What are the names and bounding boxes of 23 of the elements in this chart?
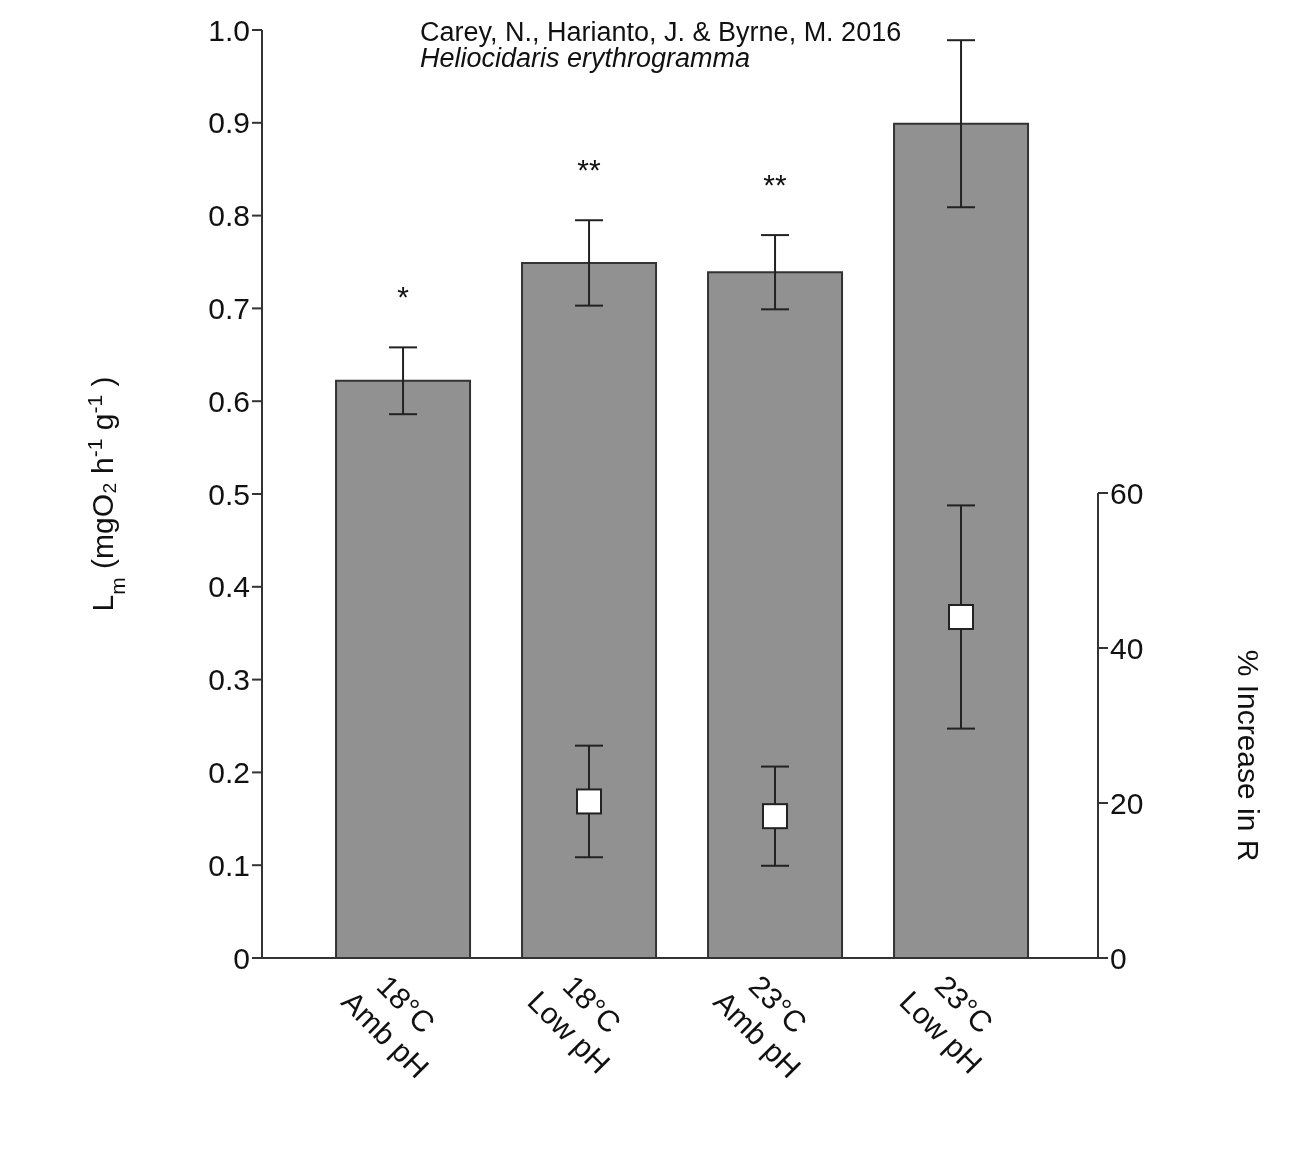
annotation: **: [577, 153, 601, 187]
annotation: Carey, N., Harianto, J. & Byrne, M. 2016: [420, 17, 902, 47]
y-tick-label: 0.4: [208, 570, 250, 604]
y-tick-label: 0.1: [208, 848, 250, 882]
y-tick-label: 1.0: [208, 13, 250, 47]
y-tick-label: 0: [233, 941, 250, 975]
point: [762, 803, 788, 830]
y-tick-label: 0.7: [208, 292, 250, 326]
y2-axis-title: % Increase in R: [1232, 649, 1265, 862]
y2-tick-label: 60: [1110, 476, 1144, 510]
y2-tick-label: 20: [1110, 786, 1144, 820]
y2-tick-label: 0: [1110, 941, 1127, 975]
y-tick-label: 0.5: [208, 477, 250, 511]
annotation: *: [397, 280, 410, 314]
point: [576, 788, 602, 815]
y-tick-label: 0.9: [208, 106, 250, 140]
y-tick-label: 0.3: [208, 663, 250, 697]
y-tick-label: 0.8: [208, 199, 250, 233]
annotation: **: [763, 168, 787, 202]
y2-tick-label: 40: [1110, 631, 1144, 665]
point: [948, 604, 974, 630]
y-tick-label: 0.2: [208, 756, 250, 790]
y-tick-label: 0.6: [208, 384, 250, 418]
